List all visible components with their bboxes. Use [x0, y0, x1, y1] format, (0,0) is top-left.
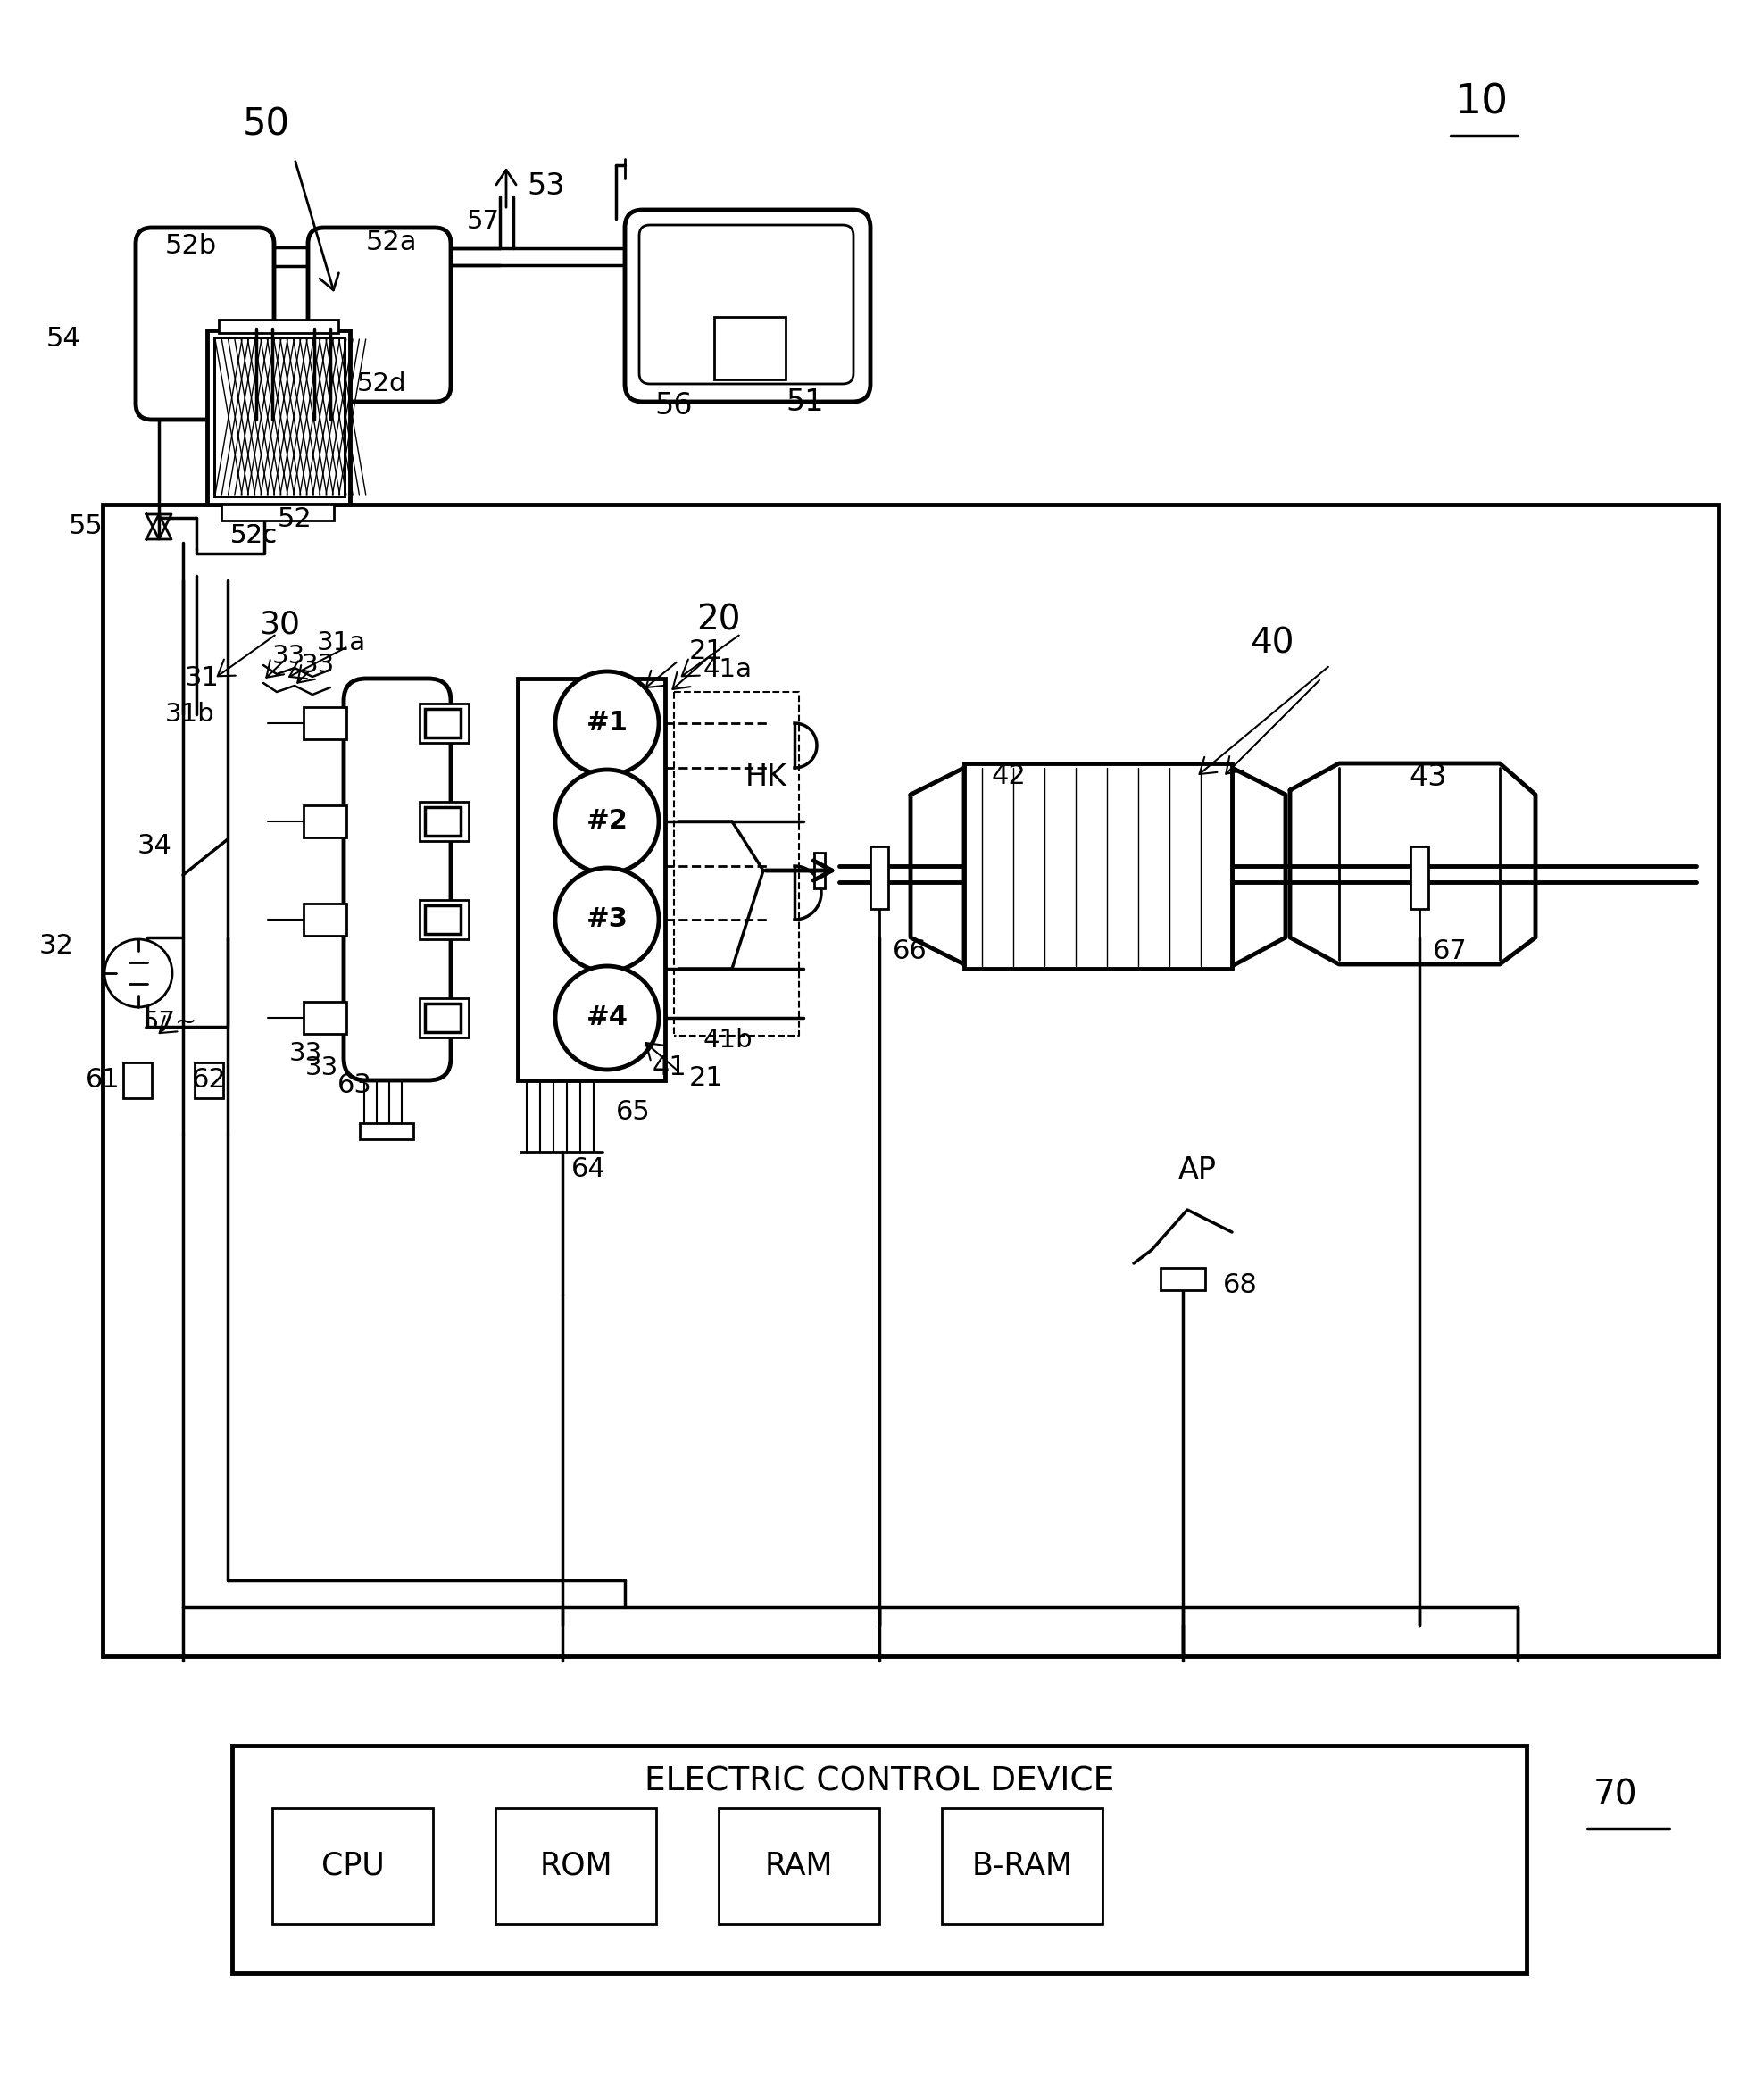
Text: ROM: ROM — [540, 1852, 612, 1881]
Bar — [303, 806, 346, 837]
FancyBboxPatch shape — [344, 679, 452, 1081]
FancyBboxPatch shape — [624, 210, 870, 402]
Bar — [272, 1808, 432, 1925]
Bar — [213, 337, 344, 496]
Text: 31: 31 — [183, 667, 219, 692]
Text: 52b: 52b — [166, 233, 217, 258]
Bar — [360, 1123, 413, 1139]
Circle shape — [556, 967, 658, 1071]
Text: ELECTRIC CONTROL DEVICE: ELECTRIC CONTROL DEVICE — [644, 1764, 1115, 1798]
Bar — [303, 904, 346, 935]
Text: 65: 65 — [616, 1098, 651, 1125]
Bar — [496, 1808, 656, 1925]
Text: 52: 52 — [277, 506, 312, 533]
Text: 64: 64 — [572, 1156, 605, 1183]
Bar — [303, 1002, 346, 1033]
Text: 61: 61 — [86, 1066, 120, 1094]
Circle shape — [104, 939, 173, 1006]
FancyBboxPatch shape — [309, 227, 452, 402]
Text: 52d: 52d — [356, 371, 407, 396]
Text: 33: 33 — [305, 1056, 339, 1081]
Text: 63: 63 — [337, 1073, 372, 1098]
Text: 50: 50 — [242, 106, 289, 144]
Bar — [123, 1062, 152, 1098]
Text: 20: 20 — [697, 604, 741, 637]
Bar — [870, 846, 889, 908]
FancyBboxPatch shape — [136, 227, 273, 419]
Text: 30: 30 — [259, 610, 300, 639]
Text: 51: 51 — [785, 387, 824, 417]
Bar — [219, 319, 339, 333]
Text: 57~: 57~ — [143, 1010, 198, 1035]
Text: CPU: CPU — [321, 1852, 385, 1881]
Text: 52c: 52c — [231, 523, 277, 548]
Text: 52c: 52c — [231, 523, 277, 548]
Text: 42: 42 — [991, 764, 1027, 789]
Text: AP: AP — [1178, 1154, 1217, 1185]
Text: #1: #1 — [586, 710, 628, 735]
Bar — [420, 802, 469, 842]
Text: 31b: 31b — [164, 702, 213, 727]
Bar — [420, 900, 469, 939]
Bar — [942, 1808, 1102, 1925]
Bar — [102, 504, 1718, 1656]
FancyBboxPatch shape — [639, 225, 854, 383]
Circle shape — [556, 671, 658, 775]
Text: 70: 70 — [1593, 1777, 1637, 1812]
Bar — [965, 762, 1231, 969]
Circle shape — [556, 869, 658, 971]
Bar — [420, 704, 469, 744]
Bar — [1411, 846, 1429, 908]
Bar — [519, 679, 665, 1081]
Bar — [194, 1062, 224, 1098]
Bar — [420, 998, 469, 1037]
Text: 32: 32 — [39, 933, 72, 960]
Bar — [1161, 1269, 1205, 1289]
Bar — [222, 504, 333, 521]
Text: #4: #4 — [586, 1004, 628, 1031]
Text: 21: 21 — [690, 639, 723, 664]
Text: 40: 40 — [1251, 625, 1295, 660]
Bar — [213, 337, 344, 496]
Text: #3: #3 — [586, 906, 628, 933]
Text: 56: 56 — [654, 392, 693, 421]
Text: 33: 33 — [289, 1042, 323, 1066]
Text: 41b: 41b — [704, 1027, 753, 1052]
Text: 52a: 52a — [365, 229, 418, 256]
Text: 53: 53 — [527, 171, 564, 200]
Bar — [425, 708, 460, 737]
Bar — [425, 906, 460, 933]
Bar — [425, 806, 460, 835]
Text: 66: 66 — [893, 937, 928, 964]
Text: 54: 54 — [46, 327, 81, 352]
Bar — [718, 1808, 878, 1925]
Text: 31a: 31a — [318, 631, 367, 656]
Bar — [425, 1004, 460, 1031]
Text: 10: 10 — [1455, 83, 1508, 123]
Text: 33: 33 — [302, 652, 335, 677]
Text: 41: 41 — [653, 1054, 686, 1079]
Text: RAM: RAM — [766, 1852, 833, 1881]
Bar — [233, 1746, 1526, 1973]
Text: 41a: 41a — [704, 656, 753, 681]
Bar — [206, 331, 349, 504]
Bar — [303, 706, 346, 739]
Bar — [815, 852, 826, 887]
Text: 57: 57 — [467, 208, 499, 233]
Text: 34: 34 — [136, 833, 171, 860]
Text: 33: 33 — [272, 644, 305, 669]
Text: #2: #2 — [586, 808, 628, 835]
Text: 68: 68 — [1222, 1273, 1258, 1298]
Text: 43: 43 — [1409, 762, 1446, 792]
Text: 62: 62 — [192, 1066, 226, 1094]
Circle shape — [556, 769, 658, 873]
Text: 55: 55 — [69, 515, 102, 539]
Text: 67: 67 — [1432, 937, 1468, 964]
Text: B-RAM: B-RAM — [972, 1852, 1073, 1881]
Text: 21: 21 — [690, 1066, 723, 1091]
Text: HK: HK — [746, 762, 787, 792]
Bar — [714, 317, 785, 379]
